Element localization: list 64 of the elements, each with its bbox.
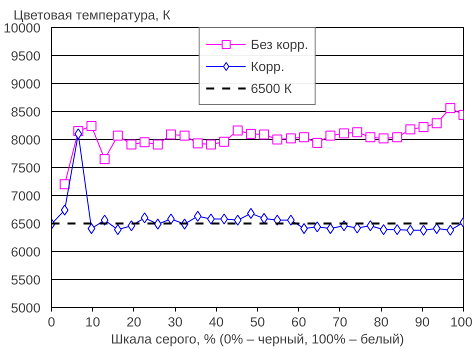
point: [206, 140, 216, 150]
y-tick-label: 5000: [10, 300, 41, 316]
x-tick-label: 70: [332, 314, 348, 330]
point: [352, 127, 362, 138]
x-tick-label: 40: [208, 314, 224, 330]
point: [194, 210, 202, 222]
x-axis-title: Шкала серого, % (0% – черный, 100% – белый): [110, 332, 404, 346]
x-tick-label: 10: [85, 314, 100, 330]
point: [232, 126, 243, 136]
point: [418, 122, 429, 132]
point: [140, 137, 150, 148]
point: [192, 138, 203, 148]
y-tick-label: 7500: [10, 160, 41, 176]
legend-label: Без корр.: [250, 36, 308, 52]
point: [405, 124, 416, 134]
y-tick-label: 8500: [10, 104, 41, 120]
point: [446, 224, 454, 236]
point: [272, 134, 282, 144]
x-tick-label: 50: [250, 314, 265, 330]
point: [286, 133, 296, 144]
point: [100, 154, 110, 164]
point: [445, 103, 456, 114]
point: [154, 218, 162, 230]
x-tick-label: 30: [168, 314, 183, 330]
point: [299, 132, 310, 142]
y-tick-label: 9000: [10, 76, 41, 92]
x-tick-label: 20: [126, 314, 142, 330]
point: [339, 128, 350, 138]
point: [219, 136, 230, 147]
point: [325, 130, 336, 141]
point: [74, 128, 82, 140]
x-tick-label: 100: [450, 314, 472, 330]
point: [152, 140, 163, 150]
point: [180, 130, 190, 141]
point: [432, 223, 441, 234]
y-tick-label: 7000: [10, 188, 41, 204]
point: [312, 138, 322, 148]
point: [246, 128, 256, 139]
y-tick-label: 6000: [10, 244, 41, 260]
legend-label: Корр.: [250, 58, 284, 74]
point: [432, 118, 442, 128]
point: [313, 221, 322, 232]
point: [60, 204, 69, 216]
point: [112, 130, 123, 141]
point: [392, 132, 402, 142]
x-tick-label: 0: [48, 314, 56, 330]
point: [259, 129, 270, 140]
point: [86, 121, 96, 132]
x-tick-label: 60: [291, 314, 306, 330]
y-tick-label: 8000: [10, 132, 41, 148]
y-tick-label: 9500: [10, 48, 41, 64]
y-tick-label: 5500: [10, 272, 41, 288]
point: [166, 129, 176, 140]
point: [378, 133, 389, 144]
y-tick-label: 10000: [3, 20, 40, 36]
legend-label: 6500 К: [250, 80, 292, 96]
x-tick-label: 90: [414, 314, 430, 330]
point: [60, 179, 70, 190]
y-tick-label: 6500: [10, 216, 41, 232]
point: [365, 132, 376, 142]
x-tick-label: 80: [374, 314, 389, 330]
point: [234, 214, 242, 226]
point: [126, 140, 136, 150]
y-axis-title: Цветовая температура, К: [14, 8, 171, 22]
